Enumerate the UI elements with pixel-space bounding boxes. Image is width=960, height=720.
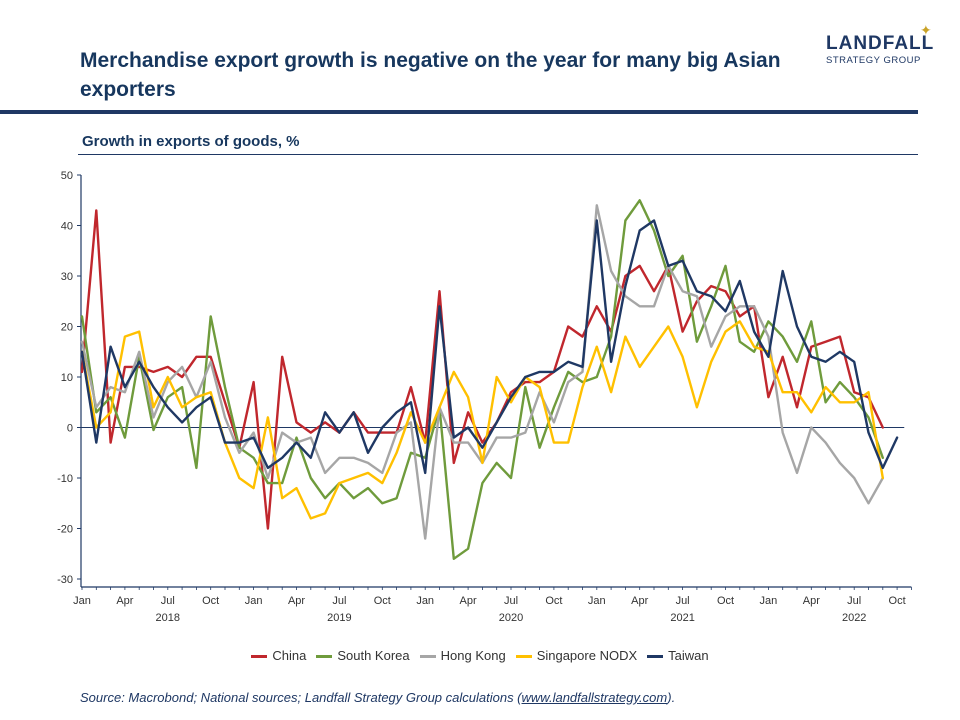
logo-main-text: LANDFALL (826, 33, 935, 54)
star-icon: ✦ (920, 22, 932, 38)
x-tick-label: Jan (760, 595, 778, 607)
legend-item: South Korea (316, 648, 410, 663)
source-link[interactable]: www.landfallstrategy.com (521, 690, 668, 705)
x-tick-label: Jul (504, 595, 518, 607)
subtitle-divider (78, 154, 918, 155)
y-tick-label: 50 (61, 170, 73, 182)
x-tick-label: Jul (676, 595, 690, 607)
x-tick-label: Oct (545, 595, 562, 607)
x-tick-label: Apr (460, 595, 477, 607)
y-tick-label: 0 (67, 423, 73, 435)
y-tick-label: 40 (61, 221, 73, 233)
y-tick-label: 20 (61, 322, 73, 334)
legend-item: Singapore NODX (515, 648, 638, 663)
chart-title: Merchandise export growth is negative on… (80, 49, 781, 101)
x-tick-label: Jan (588, 595, 606, 607)
legend-swatch (515, 655, 532, 659)
legend-item: Taiwan (647, 648, 709, 663)
y-tick-label: -30 (57, 574, 73, 586)
legend-item: China (251, 648, 306, 663)
year-label: 2018 (156, 612, 180, 624)
y-tick-label: 10 (61, 372, 73, 384)
year-label: 2019 (327, 612, 351, 624)
source-note: Source: Macrobond; National sources; Lan… (80, 690, 675, 705)
year-label: 2022 (842, 612, 866, 624)
x-tick-label: Jan (416, 595, 434, 607)
x-tick-label: Oct (889, 595, 906, 607)
x-tick-label: Jan (245, 595, 263, 607)
x-tick-label: Apr (116, 595, 133, 607)
legend-label: China (272, 648, 307, 663)
y-tick-label: 30 (61, 271, 73, 283)
y-tick-label: -20 (57, 524, 73, 536)
year-label: 2020 (499, 612, 523, 624)
x-tick-label: Apr (288, 595, 305, 607)
legend-item: Hong Kong (419, 648, 506, 663)
y-tick-label: -10 (57, 473, 73, 485)
series-line-china (80, 209, 884, 530)
x-tick-label: Oct (202, 595, 219, 607)
x-tick-label: Jul (332, 595, 346, 607)
header-divider (0, 110, 918, 114)
landfall-logo: ✦ LANDFALL STRATEGY GROUP (826, 22, 935, 66)
chart-legend: China South Korea Hong Kong Singapore NODX T… (0, 648, 960, 663)
legend-label: Hong Kong (440, 648, 506, 663)
x-tick-label: Jul (847, 595, 861, 607)
series-line-south-korea (80, 199, 884, 560)
legend-label: Taiwan (668, 648, 709, 663)
legend-swatch (316, 655, 333, 659)
chart-subtitle: Growth in exports of goods, % (82, 133, 300, 150)
line-chart: -30 -20 -10 0 10 20 30 40 50 Jan Apr Jul Oct Jan Apr Ju… (57, 170, 912, 624)
legend-label: South Korea (337, 648, 410, 663)
x-tick-label: Apr (803, 595, 820, 607)
legend-swatch (419, 655, 436, 659)
x-tick-label: Jul (161, 595, 175, 607)
source-prefix: Source: Macrobond; National sources; Lan… (80, 690, 522, 705)
x-tick-label: Apr (631, 595, 648, 607)
source-suffix: ). (667, 690, 676, 705)
legend-label: Singapore NODX (536, 648, 638, 663)
x-tick-label: Oct (374, 595, 391, 607)
year-label: 2021 (670, 612, 694, 624)
legend-swatch (647, 655, 664, 659)
x-tick-label: Jan (73, 595, 91, 607)
x-tick-label: Oct (717, 595, 734, 607)
logo-sub-text: STRATEGY GROUP (826, 55, 921, 66)
legend-swatch (251, 655, 268, 659)
series-line-taiwan (80, 219, 899, 475)
